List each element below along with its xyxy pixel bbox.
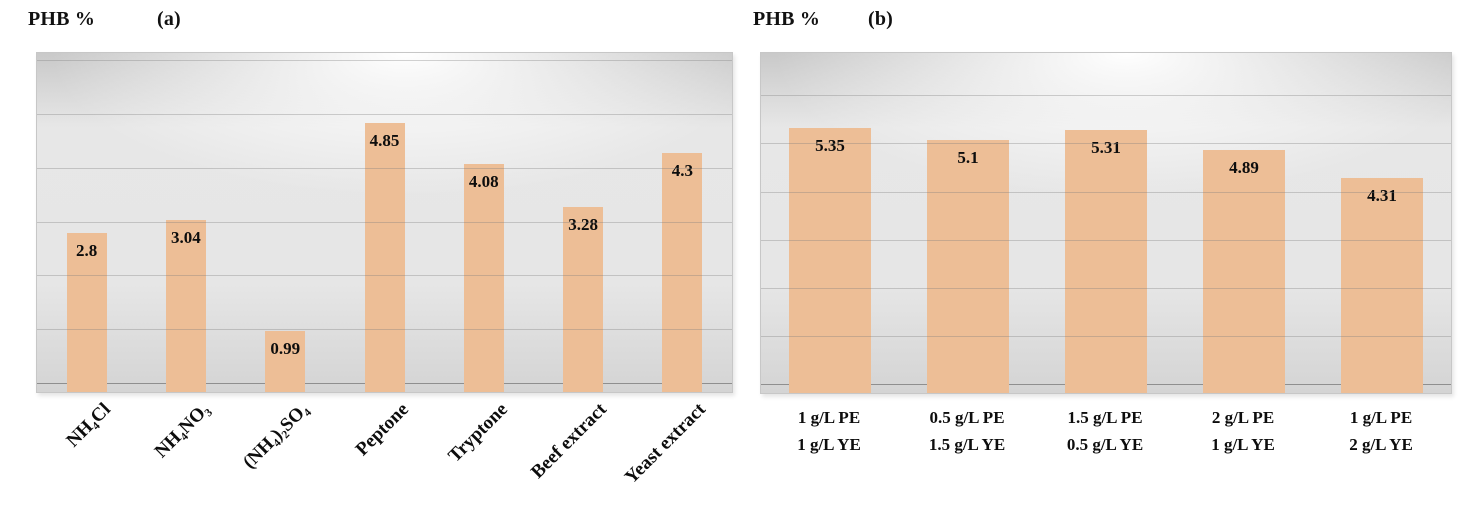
bar: 4.08 [463, 164, 504, 392]
bar-value-label: 3.04 [171, 228, 201, 248]
x-axis-label-line: 1.5 g/L PE [1067, 408, 1143, 427]
bar: 2.8 [66, 233, 107, 392]
x-axis-label: Tryptone [444, 399, 512, 467]
gridline [761, 191, 1451, 193]
bar: 4.89 [1203, 149, 1285, 393]
gridline [761, 95, 1451, 97]
bar: 5.1 [927, 139, 1009, 393]
x-axis-label: Yeast extract [621, 399, 711, 489]
bar-value-label: 4.08 [468, 172, 499, 192]
x-axis-label-line: 1 g/L PE [1349, 408, 1413, 427]
x-axis-label: Peptone [351, 399, 413, 461]
gridline [37, 113, 732, 115]
x-axis-label-line: 2 g/L PE [1211, 408, 1275, 427]
gridline [761, 287, 1451, 289]
x-axis-label-line: 1 g/L PE [797, 408, 861, 427]
bar: 3.28 [563, 207, 604, 392]
x-axis-label-line: 1.5 g/L YE [928, 435, 1006, 454]
x-axis-label: 2 g/L PE 1 g/L YE [1174, 404, 1312, 458]
gridline [761, 143, 1451, 145]
chart-a-ylabel: PHB % [28, 8, 96, 30]
gridline [37, 167, 732, 169]
x-axis-label-line: 1 g/L YE [797, 435, 861, 454]
gridline [37, 329, 732, 331]
chart-b-panel-letter: (b) [868, 8, 894, 30]
bar: 4.31 [1341, 177, 1423, 393]
bar: 5.35 [789, 127, 871, 393]
chart-a-panel-letter: (a) [157, 8, 181, 30]
x-axis-label: Beef extract [527, 399, 611, 483]
x-axis-label-line: 0.5 g/L YE [1066, 435, 1144, 454]
plot-area-b: 5.35 5.1 5.31 4.89 4.31 [760, 52, 1452, 394]
gridline [37, 221, 732, 223]
chart-b-ylabel: PHB % [753, 8, 821, 30]
x-axis-label: 0.5 g/L PE 1.5 g/L YE [898, 404, 1036, 458]
bar: 3.04 [165, 220, 206, 392]
gridline [761, 335, 1451, 337]
bar: 4.85 [364, 122, 405, 392]
x-axis-label: NH₄Cl [62, 399, 115, 452]
bar-value-label: 2.8 [76, 241, 98, 261]
bar-value-label: 4.31 [1367, 185, 1397, 205]
bar: 4.3 [662, 152, 703, 392]
bar-value-label: 4.89 [1229, 157, 1259, 177]
x-axis-label: 1 g/L PE 1 g/L YE [760, 404, 898, 458]
gridline [37, 60, 732, 62]
bar-value-label: 4.3 [671, 160, 693, 180]
gridline [37, 275, 732, 277]
x-axis-label: 1.5 g/L PE 0.5 g/L YE [1036, 404, 1174, 458]
bar-value-label: 5.31 [1091, 137, 1121, 157]
plot-area-a: 2.8 3.04 0.99 4.85 4.08 3.28 4.3 [36, 52, 733, 393]
bar-value-label: 5.35 [815, 135, 845, 155]
bar: 5.31 [1065, 129, 1147, 393]
x-axis-label-line: 2 g/L YE [1349, 435, 1413, 454]
x-axis-label: 1 g/L PE 2 g/L YE [1312, 404, 1450, 458]
bar-value-label: 3.28 [568, 215, 598, 235]
bar: 0.99 [265, 330, 306, 392]
bar-value-label: 5.1 [957, 147, 979, 167]
x-axis-label: NH₄NO₃ [150, 399, 214, 463]
x-axis-label: (NH₄)₂SO₄ [239, 399, 314, 473]
bar-value-label: 4.85 [369, 130, 400, 150]
x-axis-label-line: 1 g/L YE [1211, 435, 1275, 454]
x-axis-label-line: 0.5 g/L PE [929, 408, 1005, 427]
gridline [761, 239, 1451, 241]
bar-value-label: 0.99 [270, 338, 301, 358]
xlabels-b: 1 g/L PE 1 g/L YE 0.5 g/L PE 1.5 g/L YE 1.5 … [760, 404, 1450, 504]
xlabels-a: NH₄Cl NH₄NO₃ (NH₄)₂SO₄ Peptone Tryptone Beef … [36, 399, 731, 507]
